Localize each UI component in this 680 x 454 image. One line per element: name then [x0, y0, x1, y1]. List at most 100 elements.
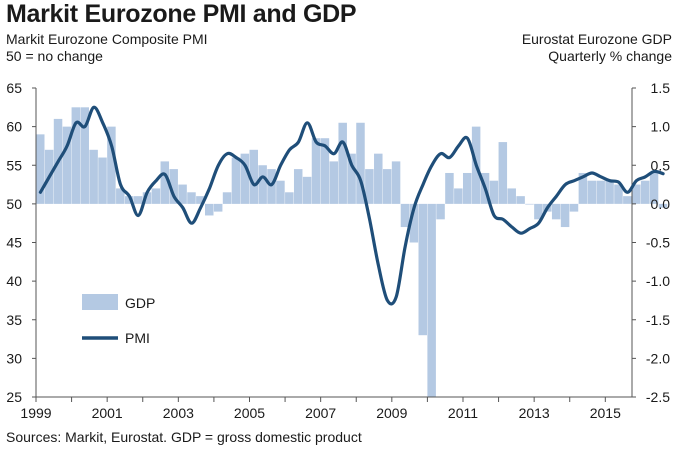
- left-tick-label: 35: [6, 312, 22, 328]
- gdp-bar: [142, 192, 152, 204]
- source-note: Sources: Markit, Eurostat. GDP = gross d…: [6, 429, 362, 445]
- pmi-line: [38, 105, 665, 306]
- gdp-bar: [374, 153, 383, 204]
- gdp-bar: [454, 188, 463, 204]
- gdp-bar: [640, 180, 650, 204]
- gdp-bar: [436, 203, 445, 220]
- right-tick-label: -2.5: [646, 389, 670, 405]
- legend-pmi-label: PMI: [125, 330, 150, 346]
- left-tick-label: 25: [6, 389, 22, 405]
- gdp-bar: [36, 134, 45, 204]
- gdp-bar: [178, 184, 187, 204]
- left-axis-subtitle: Markit Eurozone Composite PMI 50 = no ch…: [6, 31, 208, 65]
- gdp-bar: [551, 203, 561, 220]
- gdp-bar: [151, 188, 161, 204]
- pmi-line-series: [38, 105, 665, 306]
- gdp-bar: [569, 203, 579, 212]
- x-tick-label: 2013: [519, 405, 550, 421]
- gdp-bar: [632, 184, 641, 204]
- gdp-bar: [516, 196, 525, 204]
- gdp-bar: [427, 203, 436, 398]
- gdp-bar: [596, 180, 605, 204]
- gdp-bar: [258, 165, 267, 204]
- gdp-bar: [302, 176, 312, 204]
- gdp-bar: [560, 203, 570, 228]
- left-tick-label: 30: [6, 350, 22, 366]
- gdp-bar: [320, 138, 330, 204]
- gdp-bar: [338, 122, 347, 204]
- gdp-bar: [525, 203, 534, 205]
- x-tick-label: 2007: [305, 405, 336, 421]
- gdp-bar: [169, 169, 178, 204]
- gdp-bar: [187, 192, 196, 204]
- gdp-bar: [213, 203, 223, 212]
- right-tick-label: -2.0: [646, 350, 670, 366]
- gdp-bar: [205, 203, 214, 216]
- left-tick-label: 65: [6, 80, 22, 96]
- right-subtitle-line-1: Eurostat Eurozone GDP: [521, 31, 672, 47]
- right-tick-label: 1.5: [651, 80, 671, 96]
- gdp-bar: [160, 161, 170, 204]
- chart-title: Markit Eurozone PMI and GDP: [6, 0, 357, 28]
- gdp-bar: [240, 153, 250, 204]
- gdp-bar: [124, 196, 134, 204]
- right-tick-label: 0.0: [651, 196, 671, 212]
- left-tick-label: 55: [6, 157, 22, 173]
- right-axis-subtitle: Eurostat Eurozone GDP Quarterly % change: [522, 31, 672, 65]
- gdp-bar: [578, 172, 588, 204]
- gdp-bar: [649, 172, 659, 204]
- gdp-bar: [107, 126, 116, 204]
- left-tick-label: 45: [6, 235, 22, 251]
- gdp-bar: [98, 157, 107, 204]
- gdp-bar: [89, 149, 98, 204]
- gdp-bar: [498, 142, 508, 204]
- legend: GDP PMI: [82, 294, 155, 346]
- axes: 65 60 55 50 45 40 35 30 25 1.5 1.0 0.5 0.0 -0.5 -1.0 -1…: [6, 80, 670, 421]
- gdp-bar: [356, 122, 365, 204]
- right-tick-label: -0.5: [646, 235, 670, 251]
- gdp-bar: [605, 180, 614, 204]
- legend-gdp-label: GDP: [125, 295, 155, 311]
- gdp-bar-series: [36, 107, 668, 398]
- left-subtitle-line-2: 50 = no change: [6, 48, 103, 64]
- right-tick-label: -1.5: [646, 312, 670, 328]
- gdp-bar: [347, 153, 356, 204]
- gdp-bar: [116, 188, 125, 204]
- gdp-bar: [365, 169, 374, 204]
- x-tick-label: 2015: [590, 405, 621, 421]
- gdp-bar: [534, 203, 543, 220]
- right-tick-label: -1.0: [646, 273, 670, 289]
- gdp-bar: [231, 157, 241, 204]
- gdp-bar: [489, 180, 499, 204]
- gdp-bar: [382, 169, 392, 204]
- gdp-bar: [507, 188, 516, 204]
- legend-gdp-swatch: [82, 294, 118, 310]
- left-tick-label: 40: [6, 273, 22, 289]
- gdp-bar: [285, 192, 294, 204]
- gdp-bar: [267, 169, 276, 204]
- gdp-bar: [80, 107, 89, 204]
- gdp-bar: [658, 203, 668, 208]
- gdp-bar: [329, 161, 339, 204]
- left-subtitle-line-1: Markit Eurozone Composite PMI: [6, 31, 208, 47]
- gdp-bar: [196, 196, 205, 204]
- gdp-bar: [587, 180, 597, 204]
- gdp-bar: [623, 196, 632, 204]
- gdp-bar: [445, 172, 454, 204]
- gdp-bar: [293, 169, 303, 204]
- gdp-bar: [311, 138, 321, 204]
- left-tick-label: 50: [6, 196, 22, 212]
- gdp-bar: [276, 180, 285, 204]
- x-tick-label: 2003: [163, 405, 194, 421]
- gdp-bar: [249, 149, 258, 204]
- gdp-bar: [409, 203, 419, 243]
- gdp-bar: [400, 203, 410, 228]
- gdp-bar: [222, 192, 232, 204]
- gdp-bar: [418, 203, 428, 336]
- x-tick-label: 2001: [92, 405, 123, 421]
- right-tick-label: 1.0: [651, 119, 671, 135]
- x-tick-label: 1999: [20, 405, 51, 421]
- x-tick-label: 2005: [234, 405, 265, 421]
- x-tick-label: 2011: [448, 405, 478, 421]
